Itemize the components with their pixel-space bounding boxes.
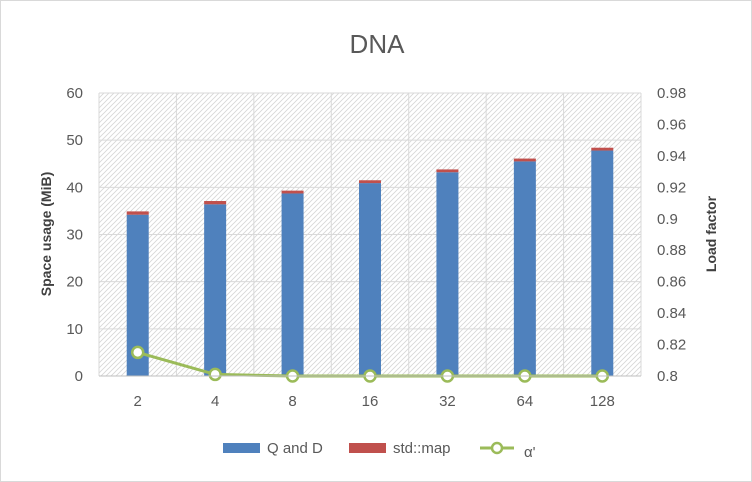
x-tick-label: 2 [134,393,142,410]
legend-label: std::map [393,440,451,457]
bar-std-map [359,180,381,184]
y2-tick-label: 0.8 [657,368,678,385]
y-tick-label: 10 [66,321,83,338]
bar-q-and-d [281,193,304,376]
y2-tick-label: 0.94 [657,148,686,165]
x-tick-label: 16 [362,393,379,410]
y2-axis-title: Load factor [703,195,719,272]
axes: 0 10 20 30 40 50 60 0.8 0.82 0.84 0.86 0.88 0.9 0.92 0… [66,85,686,410]
bars [126,147,614,376]
bar-q-and-d [204,204,227,376]
legend-label: Q and D [267,440,323,457]
y2-tick-label: 0.98 [657,85,686,102]
bar-std-map [591,147,614,151]
x-tick-label: 128 [590,393,615,410]
legend: Q and D std::map α' [223,440,536,461]
y-tick-label: 60 [66,85,83,102]
bar-q-and-d [591,150,614,376]
x-tick-label: 4 [211,393,219,410]
bar-std-map [126,211,149,215]
y2-tick-label: 0.92 [657,179,686,196]
legend-swatch-q-and-d [223,443,260,453]
chart-title: DNA [350,29,406,59]
bar-q-and-d [513,161,536,376]
y-tick-label: 40 [66,179,83,196]
y-axis-title: Space usage (MiB) [38,172,54,296]
y2-tick-label: 0.84 [657,305,686,322]
y2-tick-label: 0.88 [657,242,686,259]
line-point [208,367,222,382]
bar-std-map [204,201,227,205]
y-tick-label: 30 [66,227,83,244]
y-tick-label: 50 [66,132,83,149]
y-tick-label: 0 [75,368,83,385]
bar-q-and-d [359,183,381,376]
legend-swatch-std-map [349,443,386,453]
x-tick-label: 64 [517,393,534,410]
line-point [130,345,145,360]
y2-tick-label: 0.86 [657,274,686,291]
y2-tick-label: 0.82 [657,337,686,354]
bar-q-and-d [436,172,459,376]
legend-label: α' [524,444,536,461]
bar-std-map [281,190,304,194]
y-tick-label: 20 [66,274,83,291]
bar-q-and-d [126,214,149,376]
legend-marker-alpha [490,441,504,455]
bar-std-map [436,169,459,173]
bar-std-map [513,158,536,162]
y2-tick-label: 0.9 [657,211,678,228]
y2-tick-label: 0.96 [657,116,686,133]
x-tick-label: 32 [439,393,456,410]
x-tick-label: 8 [288,393,296,410]
